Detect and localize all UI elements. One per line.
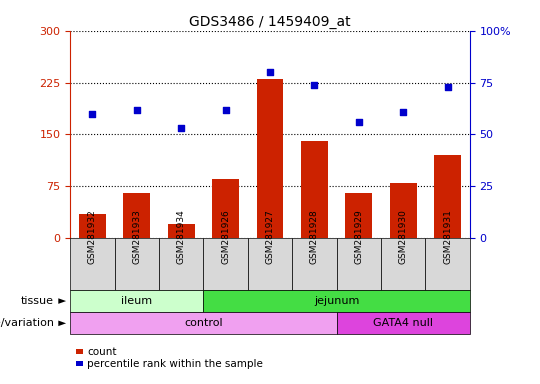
Text: GSM281929: GSM281929 — [354, 209, 363, 264]
Bar — [434, 155, 461, 238]
Text: ileum: ileum — [122, 296, 152, 306]
Text: GSM281934: GSM281934 — [177, 209, 186, 264]
Bar — [124, 193, 150, 238]
Text: percentile rank within the sample: percentile rank within the sample — [87, 359, 263, 369]
Bar — [76, 361, 83, 366]
Point — [221, 106, 230, 113]
Text: GSM281926: GSM281926 — [221, 209, 230, 264]
Point — [443, 84, 452, 90]
Bar — [79, 214, 106, 238]
Point — [132, 106, 141, 113]
Text: count: count — [87, 346, 117, 357]
Text: GDS3486 / 1459409_at: GDS3486 / 1459409_at — [189, 15, 351, 29]
Bar — [168, 224, 194, 238]
Text: GSM281928: GSM281928 — [310, 209, 319, 264]
Polygon shape — [58, 321, 66, 326]
Text: genotype/variation: genotype/variation — [0, 318, 54, 328]
Text: control: control — [184, 318, 222, 328]
Text: jejunum: jejunum — [314, 296, 359, 306]
Text: GSM281930: GSM281930 — [399, 209, 408, 264]
Text: GSM281932: GSM281932 — [88, 209, 97, 264]
Point — [177, 125, 186, 131]
Text: GATA4 null: GATA4 null — [373, 318, 433, 328]
Bar — [212, 179, 239, 238]
Bar — [256, 79, 284, 238]
Point — [399, 109, 408, 115]
Text: GSM281931: GSM281931 — [443, 209, 452, 264]
Bar — [346, 193, 372, 238]
Bar — [76, 349, 83, 354]
Point — [266, 69, 274, 75]
Text: tissue: tissue — [21, 296, 54, 306]
Point — [354, 119, 363, 125]
Bar — [301, 141, 328, 238]
Bar — [390, 183, 416, 238]
Point — [310, 81, 319, 88]
Text: GSM281927: GSM281927 — [266, 209, 274, 264]
Text: GSM281933: GSM281933 — [132, 209, 141, 264]
Polygon shape — [58, 298, 66, 304]
Point — [88, 111, 97, 117]
